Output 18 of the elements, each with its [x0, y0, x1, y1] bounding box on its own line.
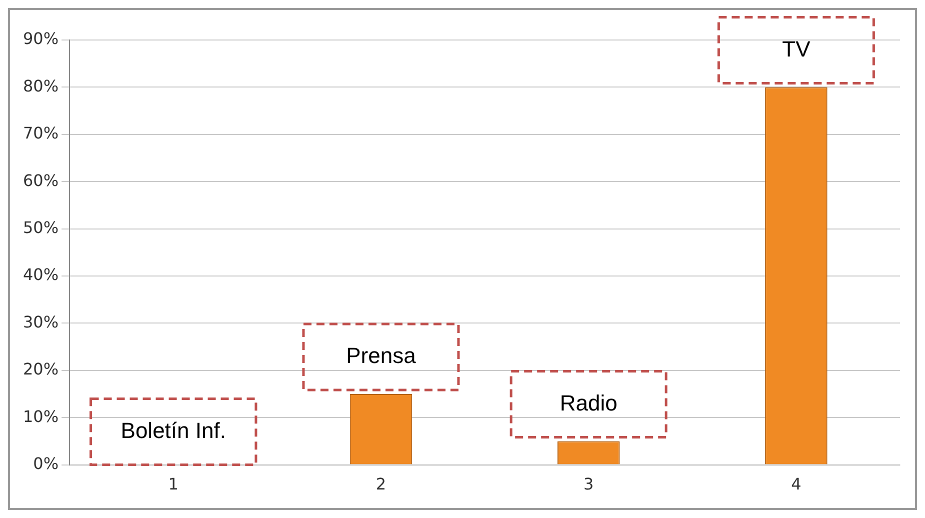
x-tick-label: 1	[168, 474, 178, 494]
annotation: Boletín Inf.	[120, 418, 226, 443]
y-tick-label: 40%	[23, 265, 59, 284]
annotation: Radio	[560, 390, 618, 416]
y-tick-label: 60%	[23, 170, 59, 190]
y-tick-label: 20%	[23, 360, 59, 379]
y-tick-label: 10%	[23, 406, 59, 426]
x-tick-label: 2	[376, 474, 386, 494]
x-tick-label: 3	[583, 474, 594, 494]
y-tick-label: 90%	[23, 29, 59, 48]
x-tick-label: 4	[791, 474, 802, 494]
annotation: TV	[782, 36, 811, 62]
y-tick-label: 30%	[23, 312, 59, 332]
y-tick-label: 0%	[33, 454, 59, 473]
y-tick-label: 80%	[23, 76, 59, 96]
annotation: Prensa	[346, 343, 417, 368]
y-tick-label: 50%	[23, 218, 59, 237]
y-tick-label: 70%	[23, 124, 59, 143]
